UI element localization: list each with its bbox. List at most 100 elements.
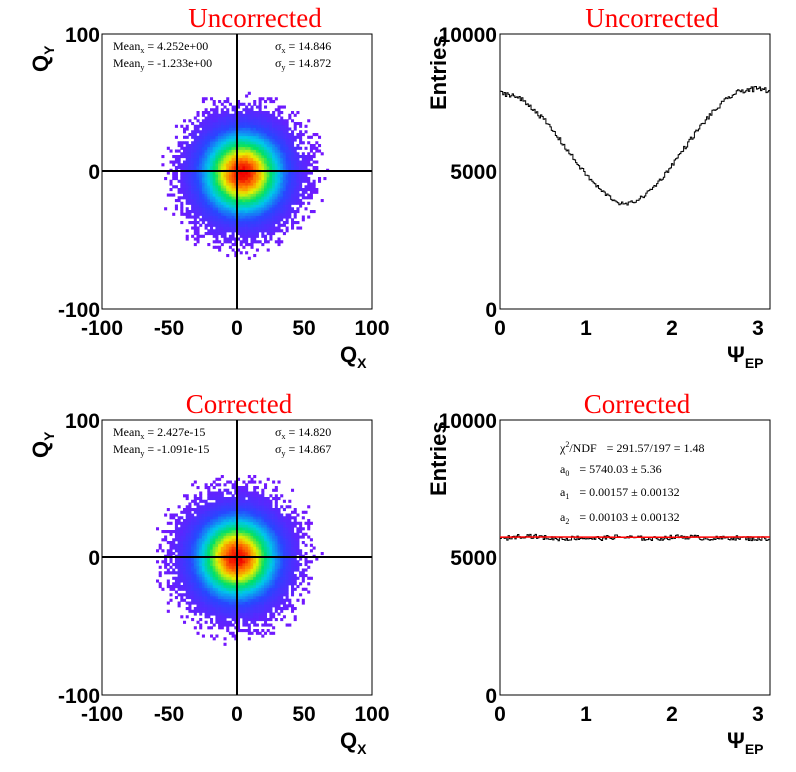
heatmap-cell xyxy=(282,576,286,580)
heatmap-cell xyxy=(258,532,262,536)
heatmap-cell xyxy=(258,510,262,514)
heatmap-cell xyxy=(258,615,262,619)
heatmap-cell xyxy=(258,590,262,594)
heatmap-cell xyxy=(301,516,305,520)
heatmap-cell xyxy=(304,563,308,567)
heatmap-cell xyxy=(234,612,238,616)
heatmap-cell xyxy=(193,177,197,181)
heatmap-cell xyxy=(234,163,238,167)
heatmap-cell xyxy=(293,127,297,131)
heatmap-cell xyxy=(304,160,308,164)
heatmap-cell xyxy=(196,510,200,514)
heatmap-cell xyxy=(201,549,205,553)
heatmap-cell xyxy=(196,226,200,230)
heatmap-cell xyxy=(228,207,232,211)
heatmap-cell xyxy=(291,560,295,564)
heatmap-cell xyxy=(212,607,216,611)
heatmap-cell xyxy=(207,516,211,520)
heatmap-cell xyxy=(242,135,246,139)
heatmap-cell xyxy=(245,549,249,553)
heatmap-cell xyxy=(223,535,227,539)
heatmap-cell xyxy=(280,524,284,528)
heatmap-cell xyxy=(250,210,254,214)
heatmap-cell xyxy=(247,182,251,186)
heatmap-cell xyxy=(291,590,295,594)
heatmap-cell xyxy=(264,535,268,539)
heatmap-cell xyxy=(220,152,224,156)
heatmap-cell xyxy=(196,234,200,238)
heatmap-cell xyxy=(261,185,265,189)
heatmap-cell xyxy=(299,521,303,525)
heatmap-cell xyxy=(291,179,295,183)
heatmap-cell xyxy=(177,587,181,591)
heatmap-cell xyxy=(291,171,295,175)
heatmap-cell xyxy=(207,579,211,583)
heatmap-cell xyxy=(223,585,227,589)
heatmap-cell xyxy=(196,149,200,153)
heatmap-cell xyxy=(218,549,222,553)
heatmap-cell xyxy=(210,574,214,578)
heatmap-cell xyxy=(309,185,313,189)
heatmap-cell xyxy=(282,124,286,128)
heatmap-cell xyxy=(199,193,203,197)
heatmap-cell xyxy=(172,552,176,556)
heatmap-cell xyxy=(296,552,300,556)
heatmap-cell xyxy=(207,124,211,128)
heatmap-cell xyxy=(215,530,219,534)
heatmap-cell xyxy=(193,146,197,150)
heatmap-cell xyxy=(288,179,292,183)
heatmap-cell xyxy=(177,516,181,520)
heatmap-cell xyxy=(250,122,254,126)
heatmap-cell xyxy=(212,590,216,594)
heatmap-cell xyxy=(239,590,243,594)
heatmap-cell xyxy=(293,215,297,219)
heatmap-cell xyxy=(247,149,251,153)
heatmap-cell xyxy=(274,532,278,536)
heatmap-cell xyxy=(301,532,305,536)
heatmap-cell xyxy=(223,596,227,600)
heatmap-cell xyxy=(245,585,249,589)
heatmap-cell xyxy=(226,524,230,528)
heatmap-cell xyxy=(237,160,241,164)
heatmap-cell xyxy=(255,199,259,203)
heatmap-cell xyxy=(282,615,286,619)
heatmap-cell xyxy=(277,119,281,123)
heatmap-cell xyxy=(201,190,205,194)
heatmap-cell xyxy=(277,127,281,131)
heatmap-cell xyxy=(288,579,292,583)
heatmap-cell xyxy=(199,152,203,156)
heatmap-cell xyxy=(250,560,254,564)
heatmap-cell xyxy=(242,486,246,490)
heatmap-cell xyxy=(161,549,165,553)
heatmap-cell xyxy=(277,565,281,569)
heatmap-cell xyxy=(239,232,243,236)
heatmap-cell xyxy=(291,149,295,153)
heatmap-cell xyxy=(234,585,238,589)
heatmap-cell xyxy=(234,568,238,572)
heatmap-cell xyxy=(255,546,259,550)
heatmap-cell xyxy=(218,623,222,627)
heatmap-cell xyxy=(309,188,313,192)
heatmap-cell xyxy=(247,560,251,564)
heatmap-cell xyxy=(239,221,243,225)
heatmap-cell xyxy=(212,177,216,181)
heatmap-cell xyxy=(231,634,235,638)
heatmap-cell xyxy=(212,601,216,605)
heatmap-cell xyxy=(207,196,211,200)
heatmap-cell xyxy=(299,527,303,531)
heatmap-cell xyxy=(177,585,181,589)
heatmap-cell xyxy=(253,177,257,181)
heatmap-cell xyxy=(250,508,254,512)
heatmap-cell xyxy=(307,155,311,159)
heatmap-cell xyxy=(234,486,238,490)
heatmap-cell xyxy=(245,226,249,230)
heatmap-cell xyxy=(215,541,219,545)
heatmap-cell xyxy=(245,629,249,633)
heatmap-cell xyxy=(264,601,268,605)
heatmap-cell xyxy=(277,179,281,183)
heatmap-cell xyxy=(226,229,230,233)
heatmap-cell xyxy=(196,237,200,241)
chart-title: Uncorrected xyxy=(188,3,322,33)
heatmap-cell xyxy=(293,524,297,528)
heatmap-cell xyxy=(218,135,222,139)
